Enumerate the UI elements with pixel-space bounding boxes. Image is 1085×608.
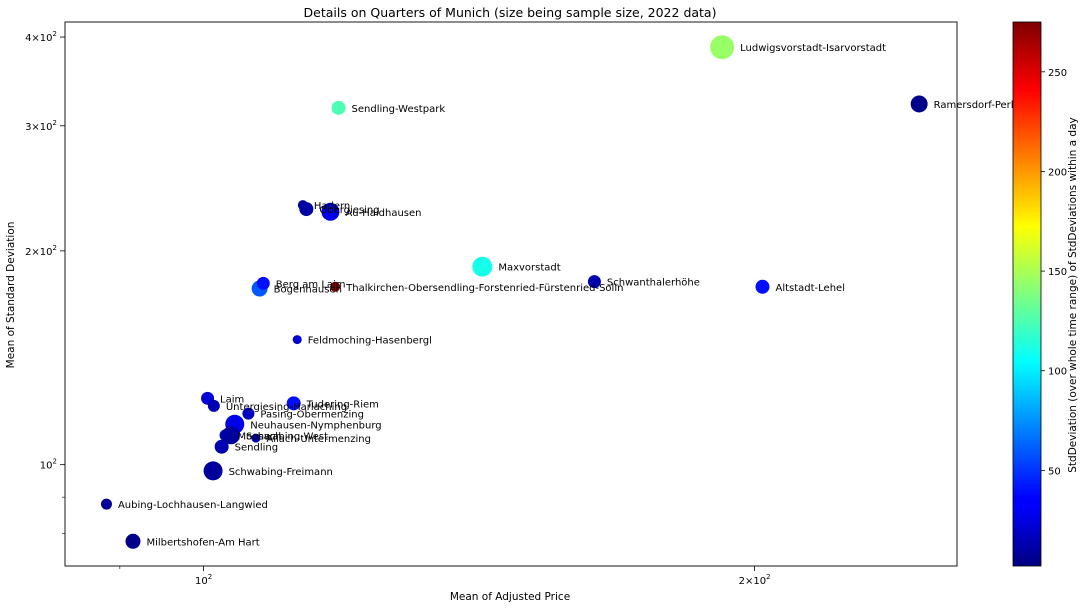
point — [286, 396, 301, 411]
colorbar-tick-label: 250 — [1048, 68, 1067, 79]
point — [472, 256, 493, 277]
point — [910, 95, 928, 113]
point — [299, 202, 314, 217]
colorbar-label: StdDeviation (over whole time range) of … — [1067, 117, 1079, 472]
point — [587, 275, 601, 289]
point-label: Sendling-Westpark — [352, 104, 446, 115]
point-label: Untergiesing-Harlaching — [226, 402, 347, 413]
colorbar-tick-label: 50 — [1048, 466, 1061, 477]
point-label: Milbertshofen-Am Hart — [146, 537, 259, 548]
point — [321, 202, 340, 221]
plot-area: 102 2×102 102 2×102 3×102 4×102 — [25, 21, 958, 587]
point-label: Ramersdorf-Perlach — [934, 100, 1032, 111]
y-tick-label: 2×102 — [25, 244, 57, 258]
point — [755, 279, 770, 294]
point-label: Schwanthalerhöhe — [607, 278, 700, 289]
point-label: Schwabing-Freimann — [229, 467, 333, 478]
point-label: Thalkirchen-Obersendling-Forstenried-Für… — [345, 283, 623, 294]
point-labels: Ludwigsvorstadt-Isarvorstadt Sendling-Wes… — [118, 43, 1032, 548]
point — [331, 100, 346, 115]
x-tick-label: 102 — [195, 573, 212, 587]
y-tick-label: 3×102 — [25, 119, 57, 133]
colorbar-gradient — [1012, 21, 1042, 567]
y-tick-label: 4×102 — [25, 30, 57, 44]
point-label: Schwabing-West — [246, 431, 328, 442]
y-tick-label: 102 — [40, 458, 57, 472]
point-label: Sendling — [235, 443, 278, 454]
colorbar: 50 100 150 200 250 StdDeviation (over whole … — [1012, 21, 1079, 567]
point-label: Laim — [220, 394, 244, 405]
point-label: Ludwigsvorstadt-Isarvorstadt — [740, 43, 886, 54]
point — [203, 461, 223, 481]
y-axis-label: Mean of Standard Deviation — [5, 222, 17, 369]
point — [214, 439, 229, 454]
point-label: Moosach — [238, 431, 282, 442]
point — [256, 276, 270, 290]
chart-title: Details on Quarters of Munich (size bein… — [304, 5, 717, 20]
point-label: Bogenhausen — [274, 285, 342, 296]
point — [221, 426, 240, 445]
point-label: Neuhausen-Nymphenburg — [250, 420, 381, 431]
data-points — [100, 35, 928, 549]
point-label: Berg am Laim — [276, 279, 346, 290]
point-label: Au-Haidhausen — [345, 208, 421, 219]
x-tick-label: 2×102 — [739, 573, 771, 587]
point-label: Tudering-Riem — [306, 399, 379, 410]
point — [251, 433, 261, 443]
point-label: Feldmoching-Hasenbergl — [308, 336, 432, 347]
point-label: Aubing-Lochhausen-Langwied — [118, 500, 268, 511]
point-label: Allach-Untermenzing — [266, 434, 371, 445]
point-label: Maxvorstadt — [498, 263, 560, 274]
point-label: Hadern — [314, 201, 350, 212]
point — [292, 335, 302, 345]
point — [125, 533, 141, 549]
point — [710, 35, 735, 60]
x-axis-label: Mean of Adjusted Price — [450, 591, 570, 603]
colorbar-tick-label: 200 — [1048, 167, 1067, 178]
point-label: Altstadt-Lehel — [775, 283, 845, 294]
point — [207, 399, 220, 412]
plot-frame — [64, 21, 958, 567]
point — [330, 281, 341, 292]
point — [100, 498, 112, 510]
point — [242, 407, 255, 420]
point-label: Pasing-Obermenzing — [260, 410, 364, 421]
colorbar-tick-label: 150 — [1048, 267, 1067, 278]
colorbar-tick-label: 100 — [1048, 367, 1067, 378]
colorbar-ticks: 50 100 150 200 250 — [1041, 68, 1067, 477]
point-label: Obergiesing — [319, 205, 379, 216]
